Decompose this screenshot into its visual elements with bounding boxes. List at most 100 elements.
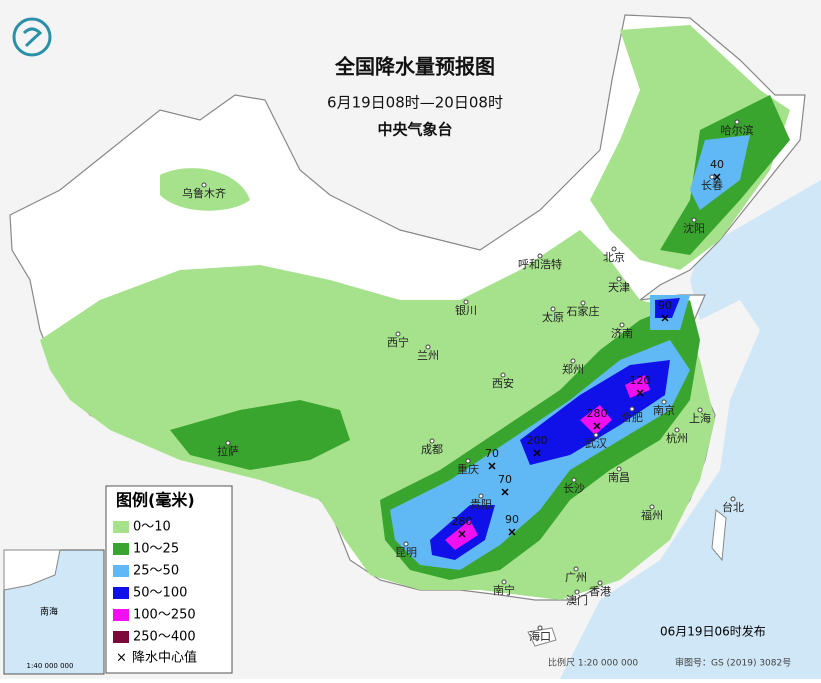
center-marker [508,528,516,536]
city-label: 西安 [492,376,514,390]
city-dot [574,589,580,595]
rain-area [580,405,612,435]
center-marker [661,314,669,322]
center-value: 70 [485,447,499,460]
center-value: 90 [658,299,672,312]
legend-marker-label: 降水中心值 [132,650,197,666]
legend-label: 10～25 [133,542,179,557]
legend-box [105,485,233,674]
center-marker [458,530,466,538]
city-label: 南宁 [493,583,515,597]
inset-scale: 1:40 000 000 [27,662,74,670]
city-label: 郑州 [562,362,584,376]
taiwan [711,509,727,562]
city-label: 澳门 [566,593,588,607]
city-dot [501,579,507,585]
city-label: 长春 [701,179,723,192]
center-value: 40 [710,158,724,171]
release-time: 06月19日06时发布 [660,624,766,639]
city-dot [616,466,622,472]
city-dot [570,358,576,364]
city-label: 兰州 [417,349,439,362]
inset-label: 南海 [40,606,58,618]
city-dot [597,580,603,586]
city-label: 沈阳 [683,221,705,235]
legend-label: 50～100 [133,586,187,601]
center-marker [501,488,509,496]
city-dot [629,406,635,412]
city-label: 哈尔滨 [721,123,754,137]
city-dot [580,300,586,306]
city-dot [616,276,622,282]
logo [22,27,43,48]
city-dot [730,496,736,502]
city-label: 上海 [689,411,711,425]
city-dot [478,493,484,499]
city-dot [429,438,435,444]
legend-label: 250～400 [133,630,196,645]
city-dot [201,182,207,188]
city-dot [691,217,697,223]
city-label: 乌鲁木齐 [182,186,226,200]
city-label: 成都 [421,443,443,456]
legend-swatch [113,543,129,555]
city-dot [697,407,703,413]
rain-area [590,25,790,270]
legend-label: 0～10 [133,520,171,535]
city-label: 南昌 [608,471,630,484]
legend-swatch [113,565,129,577]
city-label: 呼和浩特 [518,257,562,271]
city-label: 香港 [589,585,611,598]
review-number: 审图号：GS (2019) 3082号 [675,657,791,669]
center-value: 120 [630,374,651,387]
city-label: 拉萨 [217,444,239,458]
city-label: 昆明 [395,546,417,559]
city-dot [225,440,231,446]
city-dot [537,253,543,259]
center-value: 70 [498,473,512,486]
legend-swatch [113,631,129,643]
city-dot [573,566,579,572]
city-label: 广州 [565,571,587,584]
center-marker [593,422,601,430]
city-dot [649,504,655,510]
city-dot [661,399,667,405]
city-label: 福州 [641,508,663,522]
center-value: 280 [587,407,608,420]
city-label: 台北 [722,500,744,514]
city-label: 武汉 [585,437,607,450]
rain-area [655,298,680,318]
city-label: 重庆 [457,462,479,476]
rain-area [625,375,650,398]
rain-area [690,135,750,210]
city-label: 贵阳 [470,498,492,511]
city-dot [425,344,431,350]
city-dot [593,432,599,438]
city-label: 合肥 [621,410,643,424]
city-dot [674,427,680,433]
legend-swatch [113,609,129,621]
city-dot [463,299,469,305]
center-marker [636,389,644,397]
city-label: 西宁 [387,335,409,349]
legend-swatch [113,521,129,533]
city-dot [619,322,625,328]
city-label: 济南 [611,326,633,340]
legend-marker: × [116,651,127,666]
period: 6月19日08时—20日08时 [327,94,503,112]
center-value: 90 [505,513,519,526]
city-label: 天津 [608,281,630,294]
center-marker [713,173,721,181]
city-label: 长沙 [563,482,585,495]
city-dot [734,119,740,125]
scale: 比例尺 1:20 000 000 [548,657,638,669]
center-value: 280 [452,515,473,528]
center-marker [533,449,541,457]
legend-title: 图例(毫米) [116,491,195,510]
inset-land [3,549,61,591]
legend-label: 100～250 [133,608,196,623]
city-dot [403,541,409,547]
city-dot [550,306,556,312]
legend-label: 25～50 [133,564,179,579]
